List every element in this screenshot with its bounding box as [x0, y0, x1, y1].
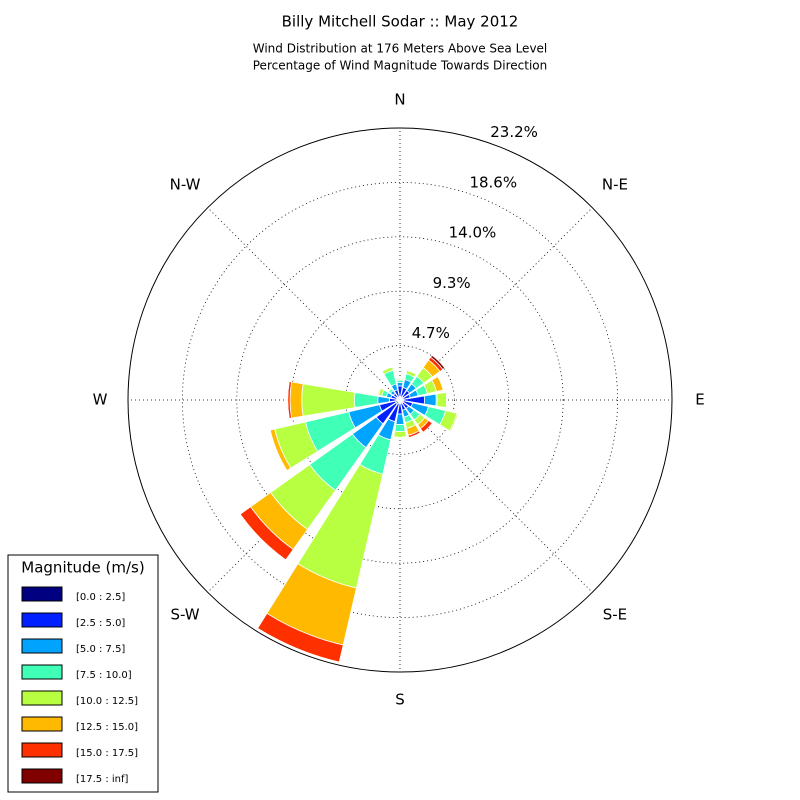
legend-swatch	[21, 586, 63, 602]
wedge	[436, 391, 448, 409]
wedge	[269, 430, 288, 471]
direction-label: S	[395, 691, 405, 709]
wedge	[445, 392, 448, 408]
wedge	[381, 366, 393, 372]
direction-label: N-E	[602, 176, 628, 194]
wedges	[239, 354, 459, 663]
legend-swatch	[21, 638, 63, 654]
r-tick-label: 4.7%	[412, 324, 450, 342]
legend-label: [17.5 : inf]	[76, 774, 129, 785]
chart-title: Billy Mitchell Sodar :: May 2012	[282, 13, 519, 31]
wedge	[301, 383, 356, 417]
legend-swatch	[21, 742, 63, 758]
chart-subtitle: Percentage of Wind Magnitude Towards Dir…	[253, 59, 547, 73]
radial-grid-line	[207, 207, 401, 401]
legend-swatch	[21, 716, 63, 732]
outer-circle	[127, 127, 673, 673]
r-tick-label: 18.6%	[469, 173, 517, 191]
radial-grid-line	[399, 207, 593, 401]
legend-label: [10.0 : 12.5]	[76, 696, 138, 707]
legend-label: [2.5 : 5.0]	[76, 618, 125, 629]
direction-label: N-W	[170, 176, 201, 194]
legend-swatch	[21, 768, 63, 784]
wedge	[353, 392, 379, 408]
wedge	[393, 430, 407, 438]
legend-label: [15.0 : 17.5]	[76, 748, 138, 759]
r-tick-label: 23.2%	[490, 123, 538, 141]
grid-circle	[345, 345, 455, 455]
legend-swatch	[21, 664, 63, 680]
wedge	[394, 423, 406, 432]
grid-circle	[236, 236, 564, 564]
legend-title: Magnitude (m/s)	[21, 559, 144, 577]
legend-label: [12.5 : 15.0]	[76, 722, 138, 733]
radial-grid-line	[399, 399, 593, 593]
wedge	[430, 354, 446, 370]
direction-label: S-W	[170, 605, 199, 623]
grid-circle	[290, 290, 510, 510]
direction-label: N	[394, 91, 405, 109]
legend-swatch	[21, 690, 63, 706]
direction-label: S-E	[603, 605, 627, 623]
legend-swatch	[21, 612, 63, 628]
legend-label: [5.0 : 7.5]	[76, 644, 125, 655]
r-tick-label: 9.3%	[433, 274, 471, 292]
r-tick-label: 14.0%	[449, 224, 497, 242]
direction-label: W	[93, 391, 108, 409]
direction-label: E	[695, 391, 704, 409]
wedge	[450, 413, 459, 432]
wedge	[423, 393, 437, 407]
wedge	[395, 413, 405, 425]
wedge	[396, 382, 404, 387]
legend-label: [0.0 : 2.5]	[76, 592, 125, 603]
chart-subtitle: Wind Distribution at 176 Meters Above Se…	[253, 42, 548, 56]
legend-label: [7.5 : 10.0]	[76, 670, 132, 681]
grid-circle	[181, 181, 619, 619]
wedge	[289, 381, 304, 419]
